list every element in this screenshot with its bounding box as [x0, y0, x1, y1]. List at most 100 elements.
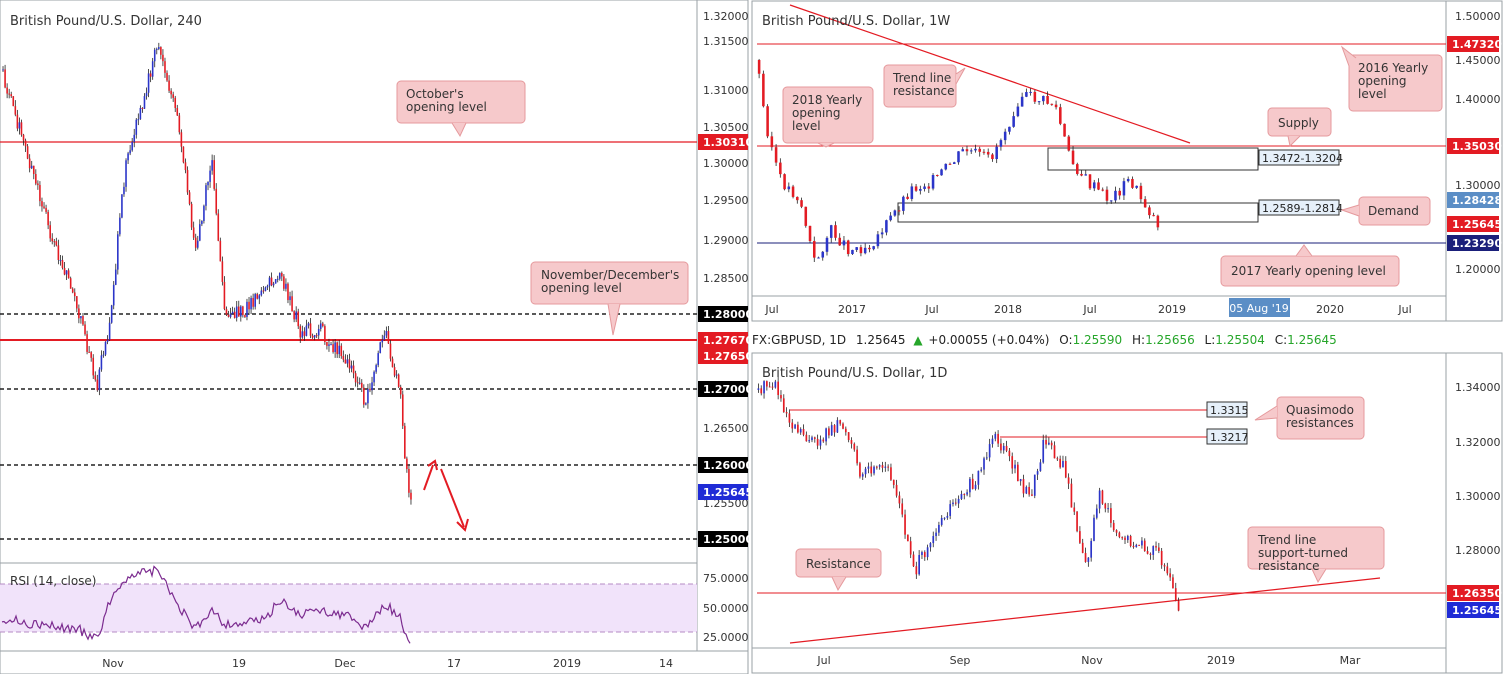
- candle-body: [283, 276, 285, 289]
- level-tag-text: 1.30310: [703, 136, 753, 149]
- supply-zone-tag: 1.3472-1.3204: [1258, 149, 1343, 166]
- candle-body: [233, 311, 236, 318]
- candle-body: [227, 314, 230, 317]
- candle-body: [188, 192, 191, 204]
- candle-body: [213, 160, 215, 189]
- candle-body: [893, 210, 897, 216]
- candle-body: [14, 106, 17, 115]
- candle-body: [1107, 508, 1109, 510]
- candle-body: [291, 296, 293, 312]
- candle-body: [1064, 461, 1067, 478]
- candle-body: [914, 186, 918, 191]
- level-tag: [1447, 585, 1499, 601]
- candle-body: [1126, 536, 1129, 541]
- candle-body: [98, 369, 101, 391]
- candle-body: [1132, 545, 1135, 548]
- candle-body: [139, 107, 142, 120]
- candle-body: [244, 315, 246, 317]
- h4-panel[interactable]: British Pound/U.S. Dollar, 240 1.320001.…: [0, 0, 753, 675]
- candle-body: [397, 374, 400, 387]
- candle-body: [67, 270, 70, 279]
- candle-body: [1152, 215, 1155, 217]
- candle-body: [1033, 474, 1036, 496]
- candle-body: [30, 165, 33, 169]
- candle-body: [819, 439, 822, 446]
- candle-body: [1076, 164, 1079, 174]
- candle-body: [119, 217, 121, 235]
- candle-body: [885, 220, 888, 233]
- weekly-panel[interactable]: British Pound/U.S. Dollar, 1W 1.3472-1.3…: [751, 0, 1503, 322]
- candle-body: [876, 234, 880, 247]
- candle-body: [1149, 553, 1152, 555]
- candle-body: [158, 47, 160, 49]
- candle-body: [1039, 462, 1042, 472]
- q1-tag: 1.3315: [1206, 401, 1249, 418]
- svg-text:Resistance: Resistance: [806, 557, 871, 571]
- price-tick: 1.29000: [703, 234, 749, 247]
- time-tick: 2019: [1158, 303, 1186, 316]
- candle-body: [1017, 464, 1019, 482]
- price-tick: 1.34000: [1455, 381, 1501, 394]
- candle-body: [856, 449, 858, 464]
- candle-body: [1042, 95, 1045, 102]
- candle-body: [1012, 116, 1015, 127]
- h4-time-axis: Nov 19 Dec 17 2019 14: [102, 657, 673, 670]
- candle-body: [881, 465, 884, 468]
- candle-body: [839, 420, 842, 424]
- candle-body: [1067, 136, 1071, 151]
- candle-body: [108, 322, 111, 340]
- candle-body: [313, 335, 316, 338]
- candle-body: [1029, 91, 1032, 93]
- candle-body: [309, 323, 312, 336]
- candle-body: [889, 215, 892, 221]
- candle-body: [1019, 479, 1022, 482]
- candle-body: [812, 241, 816, 258]
- candle-body: [340, 345, 343, 357]
- h4-candles: [2, 42, 412, 505]
- price-tick: 1.30500: [703, 121, 749, 134]
- candle-body: [892, 479, 895, 485]
- candle-body: [125, 160, 127, 187]
- candle-body: [1028, 486, 1030, 495]
- candle-body: [164, 61, 166, 73]
- level-tag-text: 1.26350: [1452, 587, 1502, 600]
- level-tag-text: 1.25000: [703, 533, 753, 546]
- candle-body: [39, 185, 41, 202]
- candle-body: [797, 424, 799, 433]
- candle-body: [1139, 185, 1143, 200]
- candle-body: [833, 425, 836, 433]
- candle-body: [805, 434, 808, 442]
- candle-body: [184, 162, 187, 171]
- candle-body: [1155, 546, 1157, 548]
- candle-body: [821, 251, 825, 258]
- candle-body: [907, 534, 909, 542]
- candle-body: [262, 290, 265, 292]
- weekly-trend-line: [789, 4, 1191, 144]
- level-tag: [698, 484, 748, 500]
- daily-title: British Pound/U.S. Dollar, 1D: [762, 366, 947, 381]
- time-tick: 2019: [1207, 654, 1235, 667]
- candle-body: [1135, 185, 1138, 188]
- candle-body: [211, 160, 213, 171]
- level-tag-text: 1.25645: [703, 486, 753, 499]
- candle-body: [1059, 458, 1061, 468]
- candle-body: [346, 359, 349, 364]
- time-tick: Nov: [102, 657, 124, 670]
- time-tick: 2020: [1316, 303, 1344, 316]
- candle-body: [1063, 123, 1066, 137]
- daily-panel[interactable]: FX:GBPUSD, 1D 1.25645 ▲ +0.00055 (+0.04%…: [751, 333, 1503, 674]
- level-tag: [698, 348, 748, 364]
- level-tag: [698, 531, 748, 547]
- level-tag: [1447, 216, 1499, 232]
- candle-body: [796, 196, 799, 201]
- svg-text:05 Aug '19: 05 Aug '19: [1229, 302, 1289, 315]
- candle-body: [918, 555, 920, 575]
- candle-body: [1033, 91, 1037, 102]
- candle-body: [1105, 189, 1109, 201]
- candle-body: [1098, 490, 1101, 509]
- rsi-band: [0, 584, 697, 632]
- level-tag-text: 1.47320: [1452, 38, 1502, 51]
- candle-body: [1148, 207, 1151, 216]
- candle-body: [965, 149, 969, 152]
- candle-body: [131, 141, 133, 151]
